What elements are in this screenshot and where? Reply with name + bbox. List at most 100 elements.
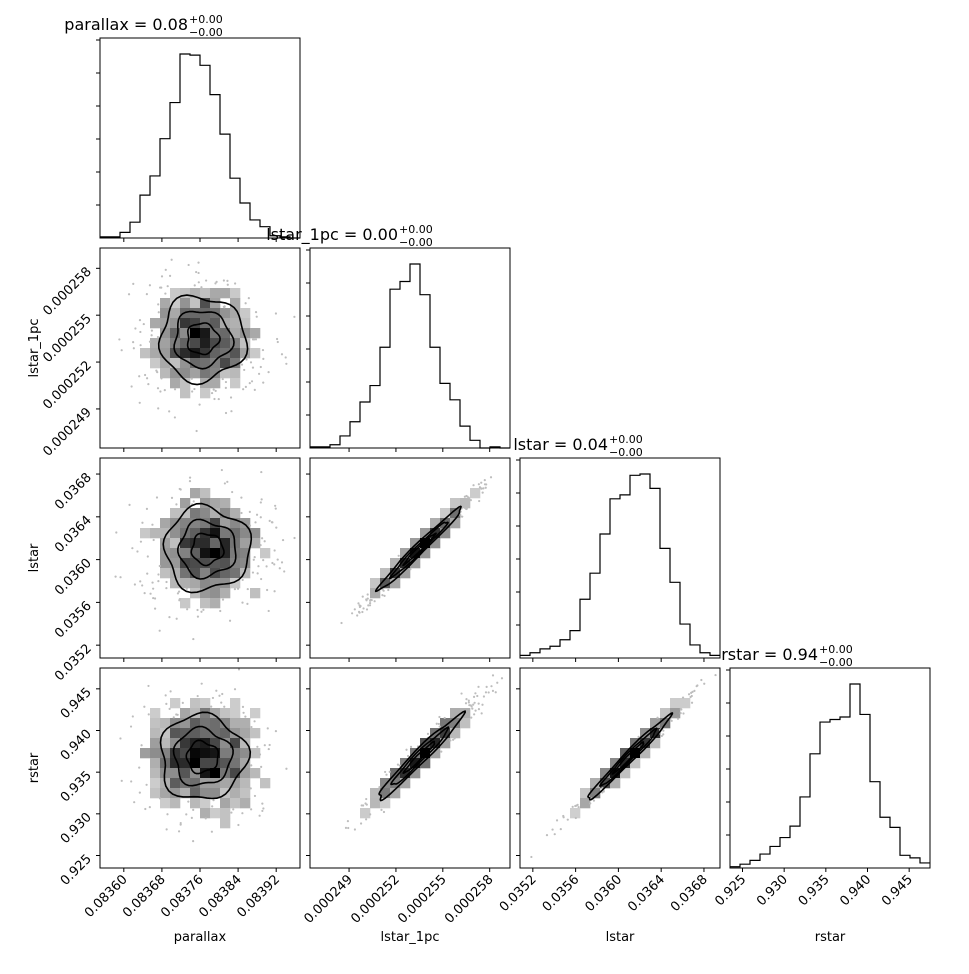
- sample-point: [676, 717, 680, 720]
- density-cell: [210, 568, 221, 579]
- sample-point: [205, 279, 208, 282]
- sample-point: [233, 688, 237, 691]
- density-cell: [190, 338, 201, 349]
- sample-point: [150, 329, 154, 332]
- sample-point: [178, 598, 181, 601]
- sample-point: [530, 855, 533, 859]
- sample-point: [234, 282, 237, 285]
- sample-point: [212, 799, 215, 802]
- sample-point: [196, 608, 199, 612]
- sample-point: [260, 470, 263, 474]
- density-cell: [170, 288, 181, 299]
- density-cell: [190, 328, 201, 339]
- density-cell: [240, 758, 251, 769]
- sample-point: [378, 786, 381, 789]
- sample-point: [156, 387, 160, 390]
- sample-point: [260, 537, 264, 540]
- sample-point: [474, 709, 477, 712]
- sample-point: [164, 694, 167, 697]
- sample-point: [170, 496, 174, 499]
- sample-point: [242, 711, 245, 714]
- density-cell: [410, 538, 421, 549]
- density-cell: [170, 378, 181, 389]
- density-cell: [230, 308, 241, 319]
- sample-point: [592, 799, 596, 802]
- sample-point: [253, 720, 256, 723]
- sample-point: [129, 725, 133, 728]
- sample-point: [464, 702, 468, 705]
- sample-point: [259, 516, 262, 519]
- sample-point: [260, 498, 263, 501]
- density-cell: [170, 798, 181, 809]
- sample-point: [152, 587, 155, 590]
- density-cell: [210, 298, 221, 309]
- sample-point: [276, 340, 279, 344]
- density-cell: [260, 548, 271, 559]
- sample-point: [460, 692, 463, 695]
- sample-point: [477, 702, 480, 705]
- density-cell: [220, 328, 231, 339]
- sample-point: [373, 600, 376, 603]
- sample-point: [140, 744, 143, 747]
- sample-point: [670, 719, 673, 722]
- x-tick-label: 0.945: [879, 872, 916, 909]
- x-tick-label: 0.940: [837, 872, 874, 909]
- sample-point: [157, 303, 160, 306]
- sample-point: [148, 284, 152, 287]
- sample-point: [259, 544, 262, 547]
- sample-point: [690, 701, 694, 704]
- panel-frame: [99, 37, 301, 239]
- density-cell: [230, 708, 241, 719]
- sample-point: [459, 515, 463, 518]
- sample-point: [398, 764, 401, 767]
- density-cell: [250, 708, 261, 719]
- density-cell: [190, 578, 201, 589]
- density-cell: [380, 778, 391, 789]
- sample-point: [482, 487, 485, 490]
- sample-point: [159, 390, 162, 393]
- sample-point: [197, 271, 200, 275]
- density-cell: [190, 728, 201, 739]
- sample-point: [217, 397, 220, 401]
- density-cell: [220, 818, 231, 829]
- title-median: 0.04: [572, 435, 608, 454]
- sample-point: [145, 783, 148, 786]
- density-cell: [230, 518, 241, 529]
- sample-point: [144, 807, 147, 811]
- sample-point: [195, 270, 198, 274]
- density-cell: [150, 778, 161, 789]
- sample-point: [173, 388, 177, 391]
- sample-point: [152, 538, 155, 542]
- sample-point: [131, 715, 134, 718]
- density-cell: [170, 298, 181, 309]
- y-axis-label: rstar: [27, 752, 42, 783]
- density-cell: [230, 338, 241, 349]
- sample-point: [219, 609, 222, 613]
- sample-point: [151, 523, 154, 526]
- sample-point: [577, 805, 580, 809]
- density-cell: [180, 768, 191, 779]
- sample-point: [714, 673, 717, 677]
- sample-point: [637, 735, 640, 739]
- density-cell: [440, 528, 451, 539]
- density-cell: [370, 798, 381, 809]
- density-cell: [450, 728, 461, 739]
- panel-frame: [519, 667, 721, 869]
- density-cell: [150, 748, 161, 759]
- sample-point: [472, 484, 475, 487]
- sample-point: [257, 565, 260, 568]
- density-cell: [180, 498, 191, 509]
- density-cell: [430, 748, 441, 759]
- sample-point: [215, 689, 218, 692]
- sample-point: [351, 612, 354, 615]
- density-cell: [210, 518, 221, 529]
- sample-point: [278, 567, 281, 570]
- sample-point: [490, 685, 493, 688]
- sample-point: [231, 490, 234, 494]
- sample-point: [240, 363, 244, 366]
- sample-point: [222, 279, 225, 282]
- sample-point: [467, 701, 470, 704]
- sample-point: [382, 589, 385, 592]
- sample-point: [193, 387, 196, 391]
- sample-point: [693, 689, 696, 692]
